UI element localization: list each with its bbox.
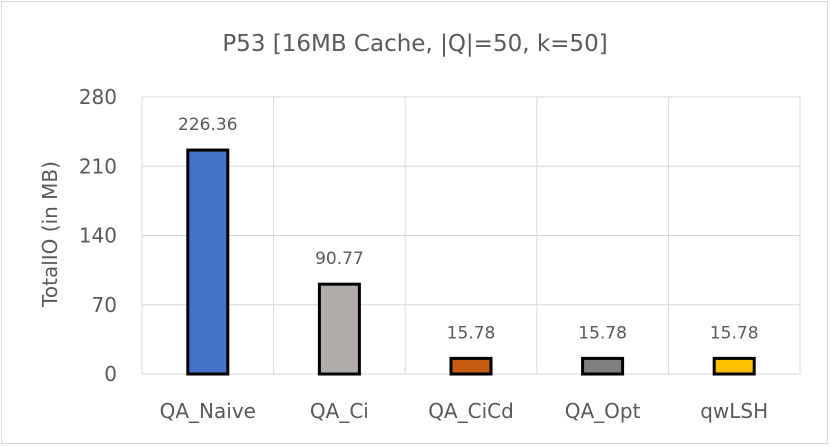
y-axis-label: TotalIO (in MB) [38, 161, 62, 308]
x-tick-label: QA_Ci [310, 399, 369, 423]
bar-qa-opt [581, 356, 625, 376]
bar-qa-ci [317, 282, 361, 376]
gridlines [141, 96, 801, 375]
data-label: 15.78 [447, 323, 496, 343]
x-tick-labels: QA_Naive QA_Ci QA_CiCd QA_Opt qwLSH [160, 399, 769, 423]
data-label: 226.36 [178, 115, 237, 135]
y-tick-label: 280 [79, 85, 117, 109]
bars [186, 148, 756, 376]
data-label: 15.78 [710, 323, 759, 343]
x-tick-label: QA_CiCd [428, 399, 514, 423]
y-tick-label: 140 [79, 224, 117, 248]
y-tick-label: 210 [79, 154, 117, 178]
bar-qwlsh [712, 356, 756, 376]
bar-qa-cicd [449, 356, 493, 376]
y-tick-label: 0 [104, 362, 117, 386]
data-labels: 226.36 90.77 15.78 15.78 15.78 [178, 115, 758, 343]
chart-title: P53 [16MB Cache, |Q|=50, k=50] [222, 31, 607, 57]
x-tick-label: QA_Naive [160, 399, 256, 423]
x-tick-label: QA_Opt [565, 399, 641, 423]
y-tick-label: 70 [92, 293, 117, 317]
data-label: 15.78 [578, 323, 627, 343]
x-tick-label: qwLSH [700, 399, 768, 423]
y-tick-labels: 0 70 140 210 280 [79, 85, 117, 386]
data-label: 90.77 [315, 249, 364, 269]
bar-qa-naive [186, 148, 230, 376]
